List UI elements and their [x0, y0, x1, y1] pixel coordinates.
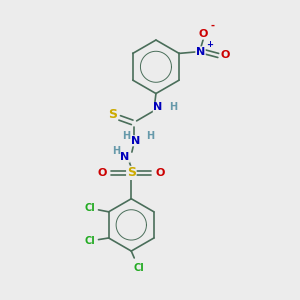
Text: H: H: [146, 131, 154, 141]
Text: N: N: [131, 136, 141, 146]
Text: O: O: [155, 168, 165, 178]
Text: O: O: [199, 29, 208, 39]
Text: N: N: [153, 103, 163, 112]
Text: H: H: [169, 103, 177, 112]
Text: +: +: [206, 40, 213, 49]
Text: Cl: Cl: [85, 203, 96, 213]
Text: Cl: Cl: [85, 236, 96, 246]
Text: H: H: [122, 131, 130, 141]
Text: Cl: Cl: [133, 263, 144, 273]
Text: S: S: [108, 108, 117, 122]
Text: O: O: [98, 168, 107, 178]
Text: O: O: [220, 50, 230, 61]
Text: -: -: [210, 21, 214, 31]
Text: S: S: [127, 167, 136, 179]
Text: N: N: [196, 47, 205, 57]
Text: N: N: [120, 152, 129, 162]
Text: H: H: [112, 146, 120, 156]
